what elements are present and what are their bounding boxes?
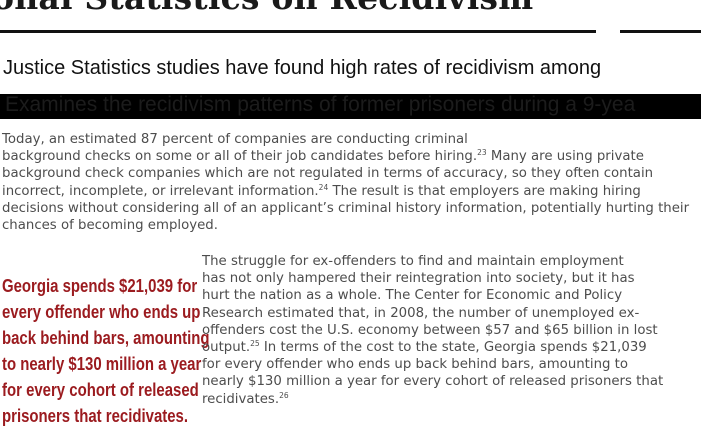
paragraph-line: hurt the nation as a whole. The Center f… [202,288,623,304]
page-title: onal Statistics on Recidivism [0,0,533,17]
footnote-ref[interactable]: 26 [279,390,289,400]
paragraph-line: nearly $130 million a year for every coh… [202,374,664,390]
paragraph-employment-checks: Today, an estimated 87 percent of compan… [2,131,692,234]
paragraph-line: chances of becoming employed. [2,218,218,234]
paragraph-line: background check companies which are not… [2,166,654,182]
pull-quote-line: prisoners that recidivates. [2,406,188,426]
pull-quote-line: to nearly $130 million a year [2,354,202,374]
pull-quote-line: Georgia spends $21,039 for [2,276,198,296]
paragraph-line: background checks on some or all of thei… [2,148,644,165]
title-divider [0,30,701,33]
pull-quote-line: for every cohort of released [2,380,199,400]
paragraph-line: offenders cost the U.S. economy between … [202,322,658,338]
title-divider-gap [596,30,620,33]
paragraph-line: The struggle for ex-offenders to find an… [202,254,624,269]
paragraph-line: for every offender who ends up back behi… [202,357,629,373]
pull-quote-line: back behind bars, amounting [2,328,210,348]
banner-text: Examines the recidivism patterns of form… [5,94,636,116]
paragraph-economic-cost: The struggle for ex-offenders to find an… [202,253,692,408]
paragraph-line: decisions without considering all of an … [2,200,690,216]
subtitle: Justice Statistics studies have found hi… [3,57,602,79]
paragraph-line: recidivates.26 [202,390,289,407]
pull-quote-line: every offender who ends up [2,302,201,322]
pull-quote: Georgia spends $21,039 for every offende… [2,273,210,429]
paragraph-line: output.25 In terms of the cost to the st… [202,339,647,356]
footnote-ref[interactable]: 25 [250,339,260,349]
footnote-ref[interactable]: 23 [477,148,487,158]
footnote-ref[interactable]: 24 [318,182,329,192]
paragraph-line: incorrect, incomplete, or irrelevant inf… [2,182,641,199]
paragraph-line: Research estimated that, in 2008, the nu… [202,305,640,321]
banner: Examines the recidivism patterns of form… [0,94,701,119]
paragraph-line: has not only hampered their reintegratio… [202,271,635,287]
paragraph-line: Today, an estimated 87 percent of compan… [2,132,468,147]
